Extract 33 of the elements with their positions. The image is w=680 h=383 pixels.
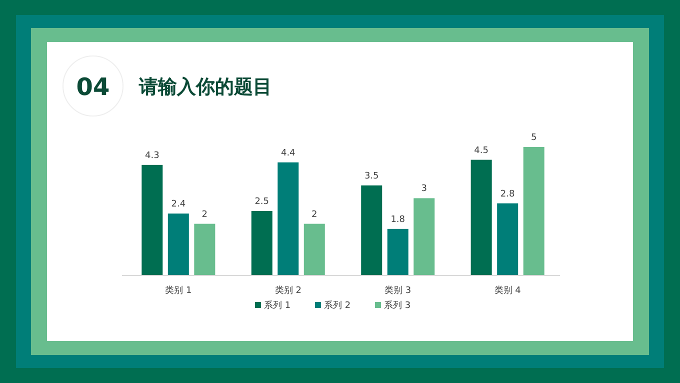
bar: [194, 224, 216, 275]
chart-title: 请输入你的题目: [138, 76, 272, 98]
data-label: 4.5: [474, 146, 488, 156]
legend-label: 系列 1: [264, 300, 291, 311]
data-label: 2.5: [254, 197, 270, 207]
data-label: 4.3: [144, 150, 160, 161]
data-label: 2: [312, 210, 318, 220]
legend-label: 系列 2: [324, 300, 351, 311]
data-label: 4.4: [280, 148, 296, 158]
bar: [142, 164, 163, 275]
bar: [470, 160, 492, 275]
bar: [278, 162, 299, 275]
bar: [304, 224, 325, 275]
x-tick-label: 类别 4: [494, 285, 522, 296]
bar: [251, 211, 272, 275]
bar: [414, 198, 435, 275]
bar: [361, 185, 382, 275]
data-label: 3: [421, 184, 427, 194]
data-label: 1.8: [390, 214, 406, 225]
bar: [523, 147, 544, 275]
bar: [497, 203, 518, 275]
data-label: 2.4: [171, 200, 186, 210]
legend-label: 系列 3: [384, 300, 411, 311]
text: 04: [76, 73, 110, 101]
data-label: 2: [202, 210, 208, 220]
data-label: 3.5: [364, 171, 379, 182]
data-label: 2.8: [500, 189, 516, 200]
bar: [387, 228, 408, 275]
bar: [168, 214, 189, 275]
data-label: 5: [530, 133, 537, 143]
x-tick-label: 类别 1: [165, 285, 192, 296]
x-tick-label: 类别 2: [274, 285, 302, 296]
x-tick-label: 类别 3: [384, 285, 412, 296]
